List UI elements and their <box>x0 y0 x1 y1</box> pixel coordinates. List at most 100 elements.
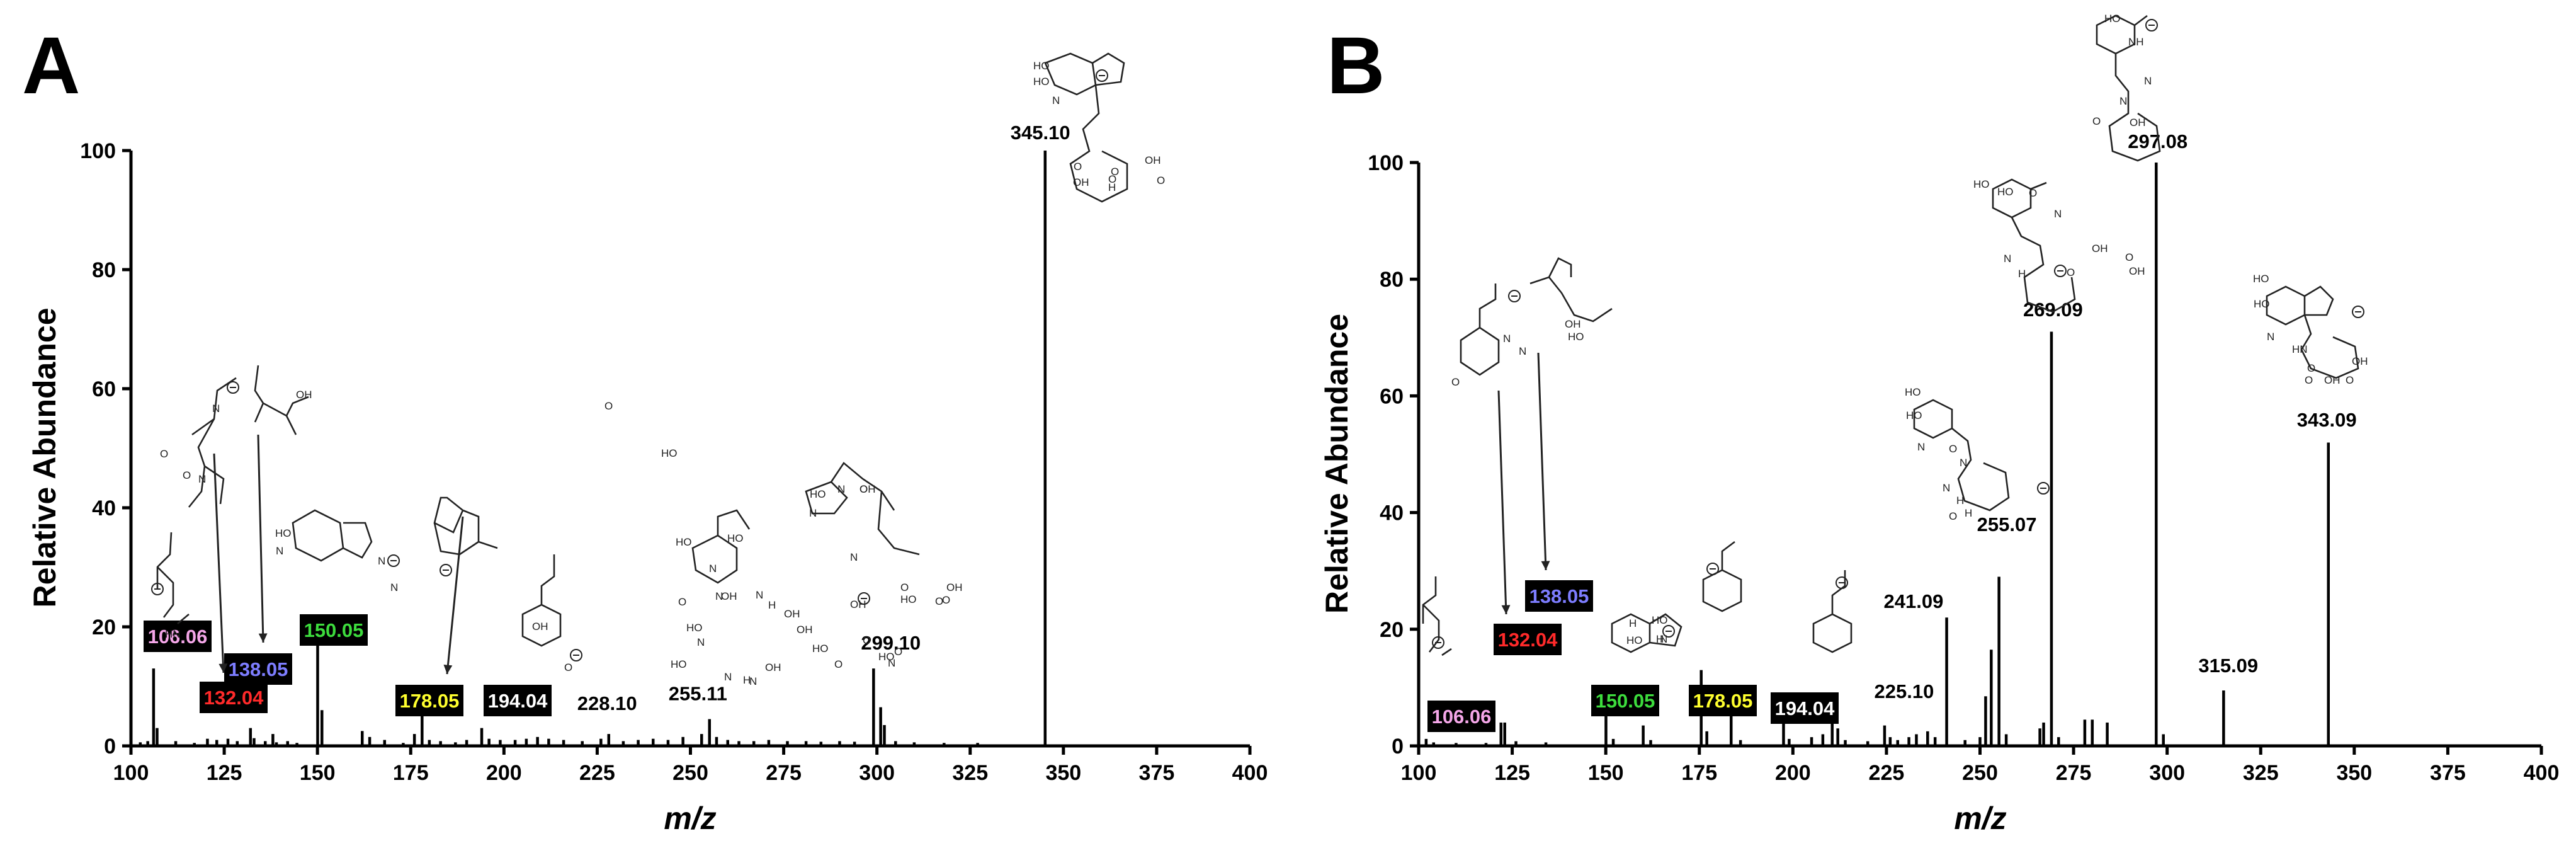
structure-atom-label: HN <box>2292 343 2308 355</box>
peak-label: 343.09 <box>2297 409 2357 431</box>
structure-atom-label: N <box>697 636 705 648</box>
x-tick-label: 100 <box>113 761 149 785</box>
charge-marker <box>2145 19 2158 31</box>
peak-label: 255.07 <box>1977 513 2037 535</box>
structure-atom-label: HO <box>686 622 703 634</box>
charge-marker <box>570 649 582 661</box>
x-tick-label: 225 <box>1869 761 1905 785</box>
structure-atom-label: O <box>2067 266 2075 278</box>
structure-atom-label: OH <box>860 483 876 495</box>
structure-atom-label: N <box>715 590 723 602</box>
chemical-structure-bond <box>691 509 751 584</box>
structure-atom-label: O <box>834 658 843 670</box>
structure-atom-label: HO <box>812 643 829 655</box>
structure-atom-label: OH <box>1565 318 1581 330</box>
charge-marker <box>2037 482 2050 495</box>
fragment-label: 138.05 <box>229 658 288 680</box>
arrow-head <box>443 664 453 674</box>
peak-label: 255.11 <box>669 682 727 704</box>
x-tick-label: 250 <box>672 761 708 785</box>
arrow-head <box>258 633 268 643</box>
structure-atom-label: HO <box>2104 13 2121 25</box>
structure-atom-label: O <box>604 400 613 412</box>
structure-atom-label: OH <box>2092 243 2108 255</box>
structure-atom-label: O <box>894 646 902 658</box>
structure-atom-label: N <box>2267 331 2274 343</box>
structure-atom-label: HN <box>165 628 181 640</box>
structure-atom-label: OH <box>946 581 963 593</box>
y-tick-label: 20 <box>1380 618 1404 642</box>
peak-label: 315.09 <box>2198 655 2258 677</box>
x-axis-title: m/z <box>1954 801 2006 836</box>
structure-atom-label: HO <box>661 447 678 459</box>
structure-atom-label: O <box>564 661 572 673</box>
structure-atom-label: H <box>1956 495 1964 507</box>
annotation-arrow <box>1537 352 1547 571</box>
fragment-label: 138.05 <box>1529 585 1589 607</box>
structure-atom-label: N <box>1917 441 1925 453</box>
structure-atom-label: OH <box>296 389 312 401</box>
structure-atom-label: HO <box>671 658 687 670</box>
fragment-label: 132.04 <box>204 687 264 709</box>
structure-atom-label: HO <box>1905 386 1921 398</box>
chemical-structure-bond <box>1913 399 2010 512</box>
fragment-box <box>200 682 268 713</box>
structure-atom-label: O <box>1451 376 1460 388</box>
structure-atom-label: H <box>768 599 776 611</box>
fragment-label: 132.04 <box>1498 629 1558 651</box>
chemical-structure-bond <box>1460 283 1500 376</box>
structure-atom-label: HO <box>2253 273 2269 285</box>
y-axis-title: Relative Abundance <box>27 307 62 607</box>
charge-marker <box>1836 576 1848 589</box>
structure-atom-label: N <box>1519 345 1526 357</box>
peak-label: 225.10 <box>1875 680 1934 702</box>
panel-letter: A <box>22 21 80 111</box>
chemical-structure-bond <box>433 496 498 556</box>
structure-atom-label: OH <box>721 590 737 602</box>
structure-atom-label: O <box>1108 173 1116 185</box>
structure-atom-label: HO <box>1033 60 1050 72</box>
arrow-head <box>1501 605 1511 614</box>
charge-marker <box>1662 625 1675 638</box>
y-tick-label: 0 <box>104 735 116 759</box>
fragment-label: 150.05 <box>304 619 364 641</box>
x-tick-label: 150 <box>300 761 336 785</box>
structure-atom-label: OH <box>1073 176 1089 188</box>
structure-atom-label: N <box>850 551 858 563</box>
structure-atom-label: OH <box>532 621 548 633</box>
y-tick-label: 60 <box>92 377 116 401</box>
x-tick-label: 125 <box>1494 761 1530 785</box>
y-tick-label: 80 <box>92 258 116 282</box>
structure-atom-label: HO <box>900 593 917 605</box>
structure-atom-label: OH <box>797 624 813 636</box>
fragment-box <box>484 685 552 716</box>
peak-label: 228.10 <box>577 692 637 714</box>
structure-atom-label: HO <box>727 532 744 544</box>
structure-atom-label: HO <box>1906 409 1922 421</box>
x-tick-label: 200 <box>1775 761 1811 785</box>
charge-marker <box>2054 265 2067 277</box>
x-tick-label: 350 <box>2336 761 2372 785</box>
structure-atom-label: O <box>2092 115 2101 127</box>
structure-atom-label: OH <box>765 661 781 673</box>
x-tick-label: 200 <box>486 761 522 785</box>
x-tick-label: 325 <box>952 761 988 785</box>
structure-atom-label: HO <box>275 527 292 539</box>
chemical-structure-bond <box>1044 52 1128 203</box>
chemical-structure-bond <box>254 365 309 435</box>
structure-atom-label: O <box>863 634 871 646</box>
structure-atom-label: N <box>1052 94 1060 106</box>
structure-atom-label: N <box>809 507 817 519</box>
structure-atom-label: N <box>724 671 732 683</box>
fragment-box <box>1525 580 1593 612</box>
x-tick-label: 150 <box>1588 761 1624 785</box>
structure-atom-label: O <box>160 448 168 460</box>
chemical-structure-bond <box>1992 178 2076 313</box>
structure-atom-label: O <box>1949 443 1957 455</box>
x-tick-label: 275 <box>2056 761 2092 785</box>
structure-atom-label: O <box>2307 362 2315 374</box>
peak-label: 269.09 <box>2023 299 2083 321</box>
structure-atom-label: HO <box>1568 331 1584 343</box>
